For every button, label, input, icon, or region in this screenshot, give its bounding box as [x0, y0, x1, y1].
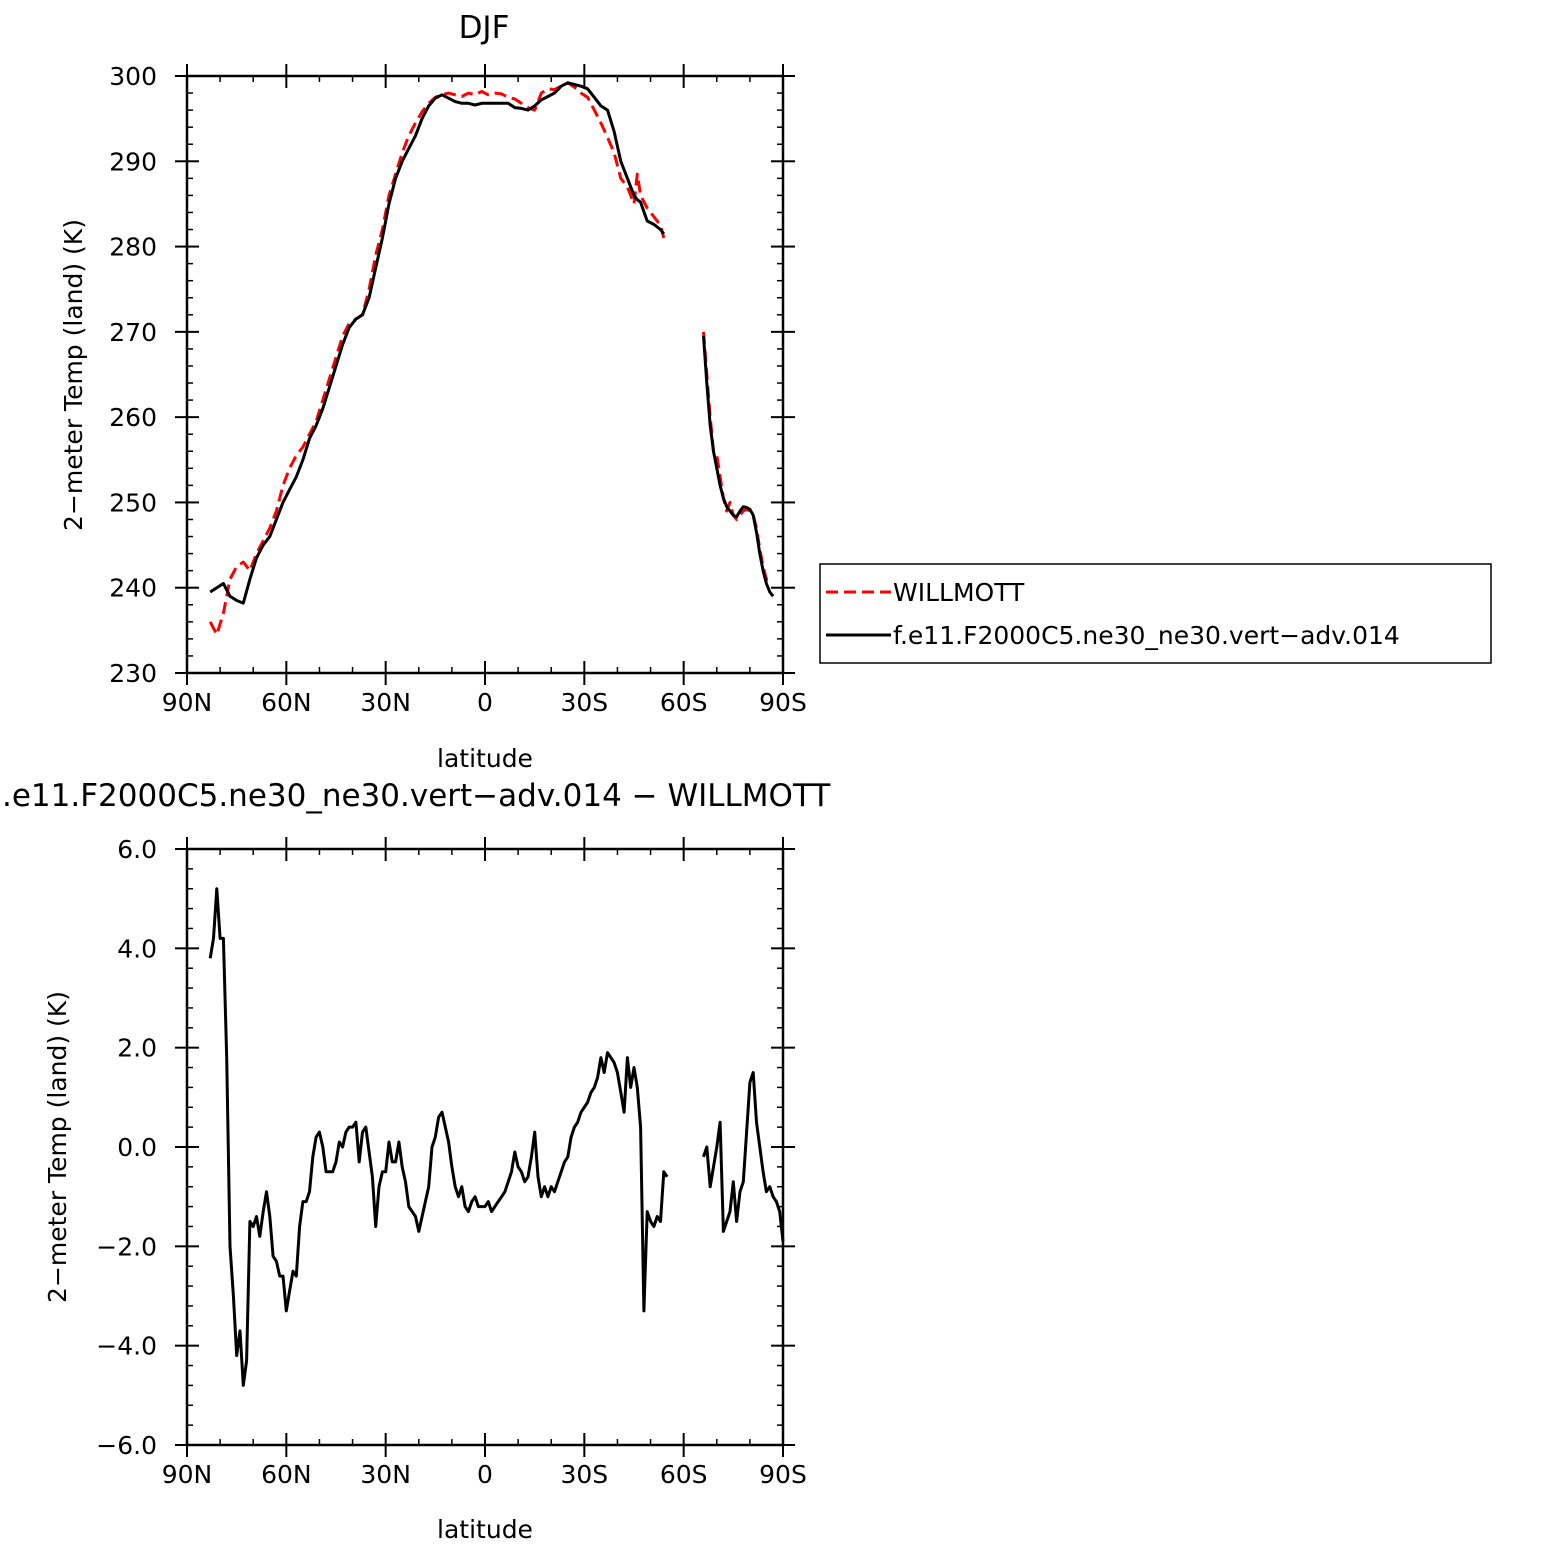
x-tick-label: 60N: [261, 1460, 312, 1489]
x-tick-label: 30N: [360, 688, 411, 717]
y-tick-label: 240: [109, 574, 157, 603]
series-layer: [208, 887, 785, 1387]
plot-frame: [185, 847, 785, 1447]
x-tick-label: 90S: [759, 1460, 807, 1489]
y-tick-label: 250: [109, 488, 157, 517]
series-layer: [208, 81, 775, 637]
y-tick-label: 260: [109, 403, 157, 432]
series-line-0: [208, 81, 666, 637]
y-tick-label: 290: [109, 147, 157, 176]
y-tick-label: 4.0: [117, 934, 157, 963]
y-tick-label: 6.0: [117, 835, 157, 864]
axis-ticks: 90N 60N 30N 0 30S 60S 90S 230 240 250 260 270 280 290…: [109, 62, 807, 717]
y-axis-label: 2−meter Temp (land) (K): [43, 991, 72, 1303]
plot-frame: [185, 74, 785, 675]
x-tick-label: 30N: [360, 1460, 411, 1489]
x-tick-label: 90N: [162, 1460, 213, 1489]
x-tick-label: 90S: [759, 688, 807, 717]
y-tick-label: 0.0: [117, 1133, 157, 1162]
x-tick-label: 0: [477, 688, 493, 717]
y-axis-label: 2−meter Temp (land) (K): [59, 219, 88, 531]
legend: WILLMOTT f.e11.F2000C5.ne30_ne30.vert−ad…: [819, 563, 1492, 664]
top-chart-djf: DJF 90N 60N 30N 0 30S 60S 90S 230 240 250 260 270 28…: [59, 10, 807, 773]
y-tick-label: 270: [109, 318, 157, 347]
chart-title: DJF: [459, 10, 510, 46]
legend-label-willmott: WILLMOTT: [893, 578, 1025, 607]
x-tick-label: 60S: [660, 688, 708, 717]
legend-label-model: f.e11.F2000C5.ne30_ne30.vert−adv.014: [893, 621, 1400, 650]
y-tick-label: 230: [109, 659, 157, 688]
y-tick-label: 300: [109, 62, 157, 91]
series-line-1: [209, 81, 665, 605]
y-tick-label: 2.0: [117, 1034, 157, 1063]
y-tick-label: −2.0: [96, 1232, 157, 1261]
x-tick-label: 30S: [560, 1460, 608, 1489]
y-tick-label: −4.0: [96, 1332, 157, 1361]
x-tick-label: 0: [477, 1460, 493, 1489]
x-axis-label: latitude: [437, 1515, 533, 1544]
x-tick-label: 60S: [660, 1460, 708, 1489]
x-axis-label: latitude: [437, 744, 533, 773]
x-tick-label: 90N: [162, 688, 213, 717]
series-line-0: [208, 887, 669, 1387]
legend-box: [819, 563, 1492, 664]
series-line-1: [702, 335, 775, 598]
x-tick-label: 60N: [261, 688, 312, 717]
y-tick-label: 280: [109, 233, 157, 262]
series-line-0: [702, 1071, 785, 1242]
x-tick-label: 30S: [560, 688, 608, 717]
y-tick-label: −6.0: [96, 1431, 157, 1460]
bottom-chart-difference: .e11.F2000C5.ne30_ne30.vert−adv.014 − WI…: [2, 778, 831, 1544]
chart-title: .e11.F2000C5.ne30_ne30.vert−adv.014 − WI…: [2, 778, 831, 814]
